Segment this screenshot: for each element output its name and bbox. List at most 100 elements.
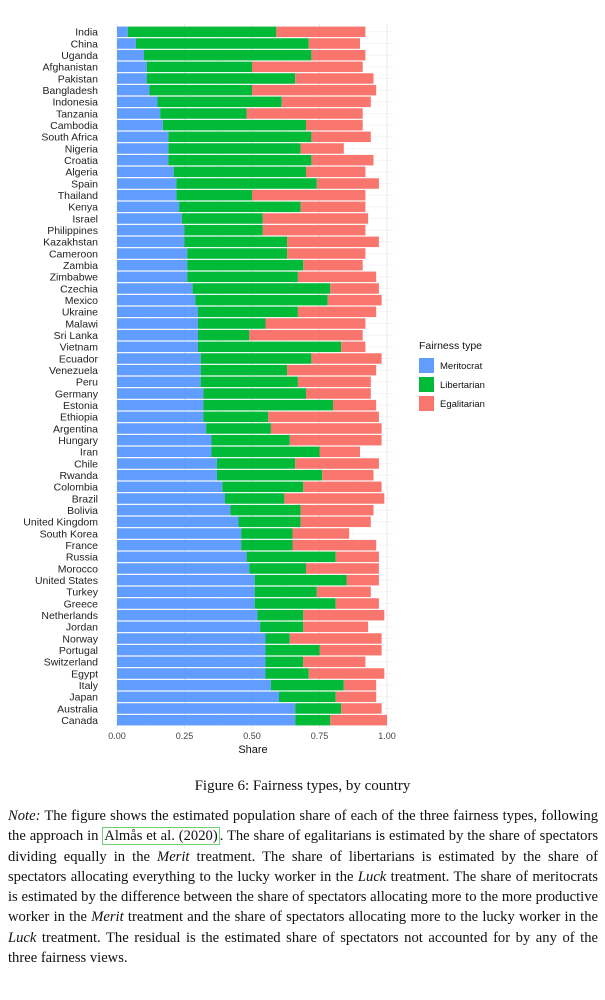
y-tick-label: Australia (57, 703, 98, 715)
y-tick-label: Uganda (61, 50, 98, 62)
bar-libertarian-ecuador (200, 353, 312, 364)
y-tick-label: Switzerland (44, 657, 98, 669)
y-tick-label: Vietnam (60, 342, 99, 354)
bar-meritocrat-estonia (117, 399, 204, 411)
y-tick-label: Czechia (60, 283, 98, 295)
bar-meritocrat-jordan (117, 621, 261, 633)
bar-meritocrat-bangladesh (117, 84, 150, 96)
bar-libertarian-chile (216, 458, 296, 469)
y-tick-label: Hungary (58, 435, 98, 447)
bar-egalitarian-greece (335, 598, 379, 609)
bar-libertarian-uganda (144, 49, 312, 61)
y-tick-label: Ecuador (59, 353, 99, 365)
merit-term: Merit (91, 909, 124, 926)
bar-libertarian-algeria (173, 166, 306, 178)
bar-libertarian-czechia (192, 283, 331, 294)
bar-meritocrat-greece (117, 598, 255, 609)
bar-libertarian-sri-lanka (198, 329, 250, 341)
y-tick-label: United Kingdom (23, 517, 98, 529)
bar-meritocrat-china (117, 38, 136, 49)
bar-meritocrat-mexico (117, 294, 196, 306)
x-tick-label: 0.25 (176, 731, 194, 741)
bar-libertarian-indonesia (157, 96, 282, 108)
y-tick-label: Thailand (58, 190, 98, 202)
y-tick-label: Germany (55, 388, 99, 400)
bar-meritocrat-ukraine (117, 306, 198, 318)
bar-egalitarian-thailand (252, 189, 366, 201)
bar-libertarian-nigeria (168, 143, 301, 154)
bar-meritocrat-ecuador (117, 353, 201, 364)
bar-meritocrat-brazil (117, 493, 225, 504)
bar-egalitarian-algeria (306, 166, 366, 178)
note-text-3: treatment. The share of libertarians is … (8, 848, 598, 885)
y-tick-label: Greece (64, 598, 99, 610)
bar-meritocrat-ethiopia (117, 411, 204, 423)
bar-egalitarian-norway (289, 633, 382, 644)
y-tick-label: Peru (76, 377, 98, 389)
y-tick-label: Italy (79, 680, 99, 692)
bar-meritocrat-cameroon (117, 248, 188, 259)
bar-egalitarian-china (308, 38, 360, 49)
bar-egalitarian-bangladesh (252, 84, 377, 96)
bar-meritocrat-italy (117, 679, 271, 691)
y-tick-label: Israel (72, 213, 98, 225)
bar-meritocrat-united-kingdom (117, 516, 239, 528)
y-tick-label: China (71, 38, 99, 50)
y-tick-label: India (75, 27, 98, 39)
bar-libertarian-canada (295, 714, 331, 726)
luck-term: Luck (8, 929, 37, 946)
bar-meritocrat-sri-lanka (117, 329, 198, 341)
legend-label-egalitarian: Egalitarian (440, 399, 485, 410)
bar-meritocrat-south-korea (117, 528, 242, 539)
bar-libertarian-australia (295, 703, 342, 714)
y-tick-label: Russia (66, 552, 98, 564)
y-tick-label: Iran (80, 447, 98, 459)
citation-year[interactable]: 2020 (183, 828, 213, 845)
bar-libertarian-mexico (195, 294, 328, 306)
bar-libertarian-spain (176, 178, 317, 189)
bar-libertarian-brazil (225, 493, 285, 504)
bar-egalitarian-japan (335, 691, 377, 703)
bar-egalitarian-canada (330, 714, 387, 726)
bar-meritocrat-bolivia (117, 504, 231, 516)
note-text-2: . The share of egalitarians is estimated… (8, 828, 599, 865)
bar-libertarian-norway (265, 633, 290, 644)
bar-meritocrat-chile (117, 458, 217, 469)
legend-title: Fairness type (419, 340, 482, 352)
bar-egalitarian-pakistan (295, 73, 374, 84)
bar-libertarian-united-states (254, 574, 347, 586)
bar-egalitarian-peru (297, 376, 371, 388)
bar-egalitarian-mexico (327, 294, 382, 306)
bar-libertarian-peru (200, 376, 298, 388)
bar-egalitarian-cambodia (306, 119, 363, 131)
bar-meritocrat-zimbabwe (117, 271, 188, 283)
bar-meritocrat-australia (117, 703, 296, 714)
bar-meritocrat-egypt (117, 668, 266, 679)
bar-libertarian-israel (181, 213, 263, 224)
bar-meritocrat-hungary (117, 434, 212, 446)
bar-libertarian-croatia (168, 154, 312, 166)
bar-meritocrat-zambia (117, 259, 188, 271)
bar-egalitarian-france (292, 539, 377, 551)
y-tick-label: France (65, 540, 98, 552)
bar-meritocrat-switzerland (117, 656, 266, 668)
y-tick-label: Canada (61, 715, 98, 727)
y-tick-label: Portugal (59, 645, 98, 657)
bar-egalitarian-cameroon (287, 248, 366, 259)
bar-meritocrat-pakistan (117, 73, 147, 84)
bar-libertarian-zambia (187, 259, 304, 271)
bar-egalitarian-australia (341, 703, 382, 714)
y-tick-label: Argentina (53, 423, 98, 435)
bar-libertarian-hungary (211, 434, 290, 446)
bar-egalitarian-estonia (333, 399, 377, 411)
bar-egalitarian-south-korea (292, 528, 350, 539)
citation-link[interactable]: Almås et al. (2020) (102, 827, 220, 846)
citation-author[interactable]: Almås et al. (104, 828, 175, 845)
y-tick-label: Kazakhstan (43, 237, 98, 249)
bar-meritocrat-portugal (117, 644, 266, 656)
merit-term: Merit (157, 848, 190, 865)
bar-egalitarian-malawi (265, 318, 366, 329)
y-tick-labels: IndiaChinaUgandaAfghanistanPakistanBangl… (23, 27, 98, 727)
bar-libertarian-kenya (179, 201, 301, 213)
y-tick-label: Egypt (71, 668, 98, 680)
